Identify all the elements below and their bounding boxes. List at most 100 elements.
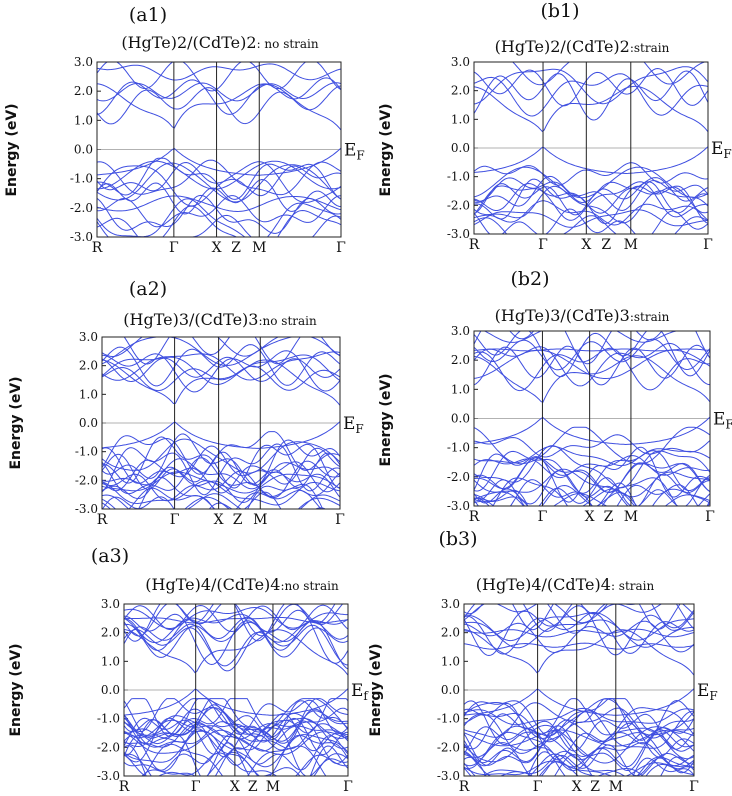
conduction-band (124, 621, 348, 658)
y-tick-label: 0.0 (451, 141, 470, 155)
conduction-band (124, 629, 348, 676)
y-tick-label: 1.0 (451, 382, 470, 396)
valence-band (474, 477, 710, 506)
fermi-label: EF (343, 414, 364, 436)
bands (474, 62, 708, 234)
kpoint-label: Z (601, 237, 611, 253)
y-tick-label: 1.0 (79, 387, 98, 401)
valence-band (474, 200, 708, 226)
conduction-band (464, 642, 694, 650)
valence-band (474, 182, 708, 214)
conduction-band (464, 605, 694, 657)
conduction-band (522, 604, 694, 632)
kpoint-label: M (253, 512, 267, 528)
plot-frame (473, 61, 709, 235)
kpoint-label: M (252, 240, 266, 256)
y-tick-label: -3.0 (97, 769, 120, 783)
y-tick-label: -2.0 (447, 198, 470, 212)
valence-band (102, 487, 322, 509)
bands (464, 604, 694, 776)
fermi-label-main: E (711, 139, 723, 159)
band-panel-b3: (b3) (HgTe)4/(CdTe)4: strain Energy (eV) 3.… (368, 528, 718, 795)
y-tick-label: -2.0 (75, 473, 98, 487)
kpoint-label: X (230, 779, 240, 795)
valence-band (102, 438, 340, 474)
conduction-band (97, 82, 341, 102)
y-axis-label: Energy (eV) (368, 643, 384, 736)
conduction-band (464, 628, 694, 638)
conduction-band (102, 359, 340, 406)
y-axis-label: Energy (eV) (4, 103, 20, 196)
y-tick-label: -3.0 (447, 499, 470, 513)
fermi-label-main: E (351, 681, 363, 701)
valence-band (474, 446, 710, 503)
panel-title-compound: (HgTe)4/(CdTe)4 (476, 575, 611, 594)
conduction-band (474, 73, 708, 117)
conduction-band (97, 62, 341, 92)
valence-band (124, 698, 348, 737)
valence-band (97, 162, 341, 203)
kpoint-label: Z (590, 779, 600, 795)
y-tick-label: 2.0 (101, 626, 120, 640)
valence-band (474, 162, 708, 186)
fermi-label: Ef (351, 681, 369, 703)
valence-band (97, 198, 341, 237)
panel-title: (HgTe)2/(CdTe)2: no strain (121, 33, 319, 52)
kpoint-label: Z (248, 779, 258, 795)
y-axis-label: Energy (eV) (378, 103, 394, 196)
valence-band (124, 733, 348, 771)
valence-band (474, 209, 708, 228)
valence-band (124, 698, 348, 737)
kpoint-label: M (624, 509, 638, 525)
valence-band (124, 698, 348, 735)
plot-frame (96, 61, 342, 238)
panel-title: (HgTe)4/(CdTe)4:no strain (145, 575, 339, 594)
fermi-label-main: E (343, 414, 355, 434)
conduction-band (474, 70, 708, 121)
valence-band (102, 466, 340, 504)
valence-band (102, 493, 340, 509)
conduction-band (102, 344, 340, 387)
valence-band (474, 181, 708, 221)
y-tick-label: -3.0 (447, 227, 470, 241)
fermi-label: EF (697, 681, 718, 703)
valence-band (464, 744, 694, 776)
valence-band (124, 717, 348, 766)
conduction-band (474, 355, 710, 404)
valence-band (464, 702, 694, 742)
y-tick-label: -3.0 (75, 502, 98, 516)
y-tick-label: -3.0 (437, 769, 460, 783)
panel-title-compound: (HgTe)2/(CdTe)2 (495, 37, 630, 56)
conduction-band (102, 350, 340, 393)
valence-band (102, 457, 340, 499)
valence-band (464, 761, 694, 776)
plot-frame (123, 603, 349, 777)
conduction-band (483, 331, 679, 343)
conduction-band (124, 616, 348, 624)
kpoint-label: R (97, 512, 108, 528)
conduction-band (464, 629, 694, 676)
kpoint-label: X (214, 512, 224, 528)
bands (102, 337, 340, 509)
valence-band (124, 707, 348, 742)
y-tick-label: -2.0 (97, 740, 120, 754)
y-tick-label: 2.0 (74, 84, 93, 98)
y-tick-label: -1.0 (70, 172, 93, 186)
panel-title: (HgTe)3/(CdTe)3:strain (495, 306, 670, 325)
kpoint-label: X (572, 779, 582, 795)
valence-band (102, 496, 340, 509)
valence-band (474, 455, 710, 479)
y-tick-label: -3.0 (70, 230, 93, 244)
valence-band (464, 724, 694, 764)
y-tick-label: 2.0 (451, 353, 470, 367)
conduction-band (474, 338, 710, 371)
valence-band (97, 157, 341, 200)
kpoint-label: Z (231, 240, 241, 256)
conduction-band (474, 349, 710, 379)
conduction-band (474, 66, 708, 105)
fermi-label-main: E (344, 141, 356, 161)
valence-band (124, 721, 348, 752)
kpoint-label: X (212, 240, 222, 256)
panel-title-compound: (HgTe)2/(CdTe)2 (121, 33, 256, 52)
valence-band (474, 181, 708, 216)
